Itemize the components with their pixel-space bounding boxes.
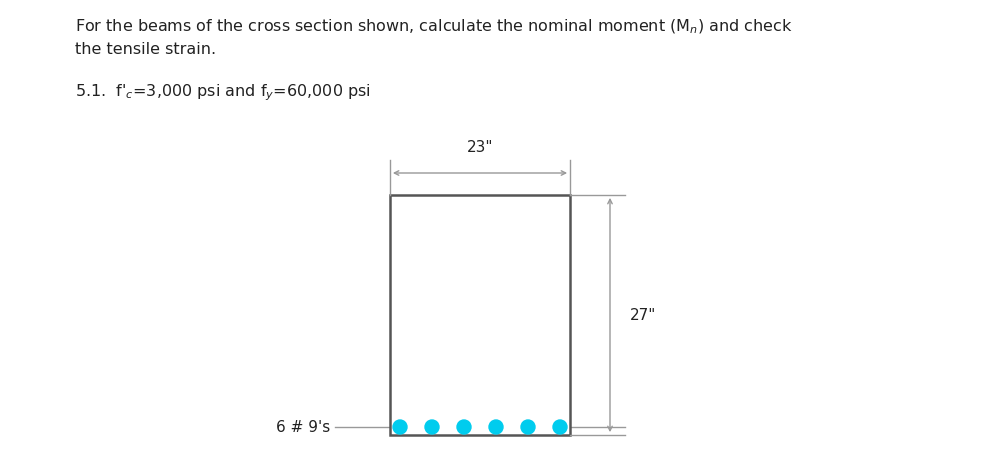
Text: 23": 23" (467, 140, 494, 155)
Text: 5.1.  f$'_c$=3,000 psi and f$_y$=60,000 psi: 5.1. f$'_c$=3,000 psi and f$_y$=60,000 p… (75, 82, 371, 103)
Text: For the beams of the cross section shown, calculate the nominal moment (M$_n$) a: For the beams of the cross section shown… (75, 18, 793, 36)
Circle shape (393, 420, 407, 434)
Text: the tensile strain.: the tensile strain. (75, 42, 216, 57)
Circle shape (489, 420, 503, 434)
Circle shape (521, 420, 535, 434)
Circle shape (553, 420, 567, 434)
Circle shape (425, 420, 439, 434)
Bar (390, 195, 570, 435)
Text: 27": 27" (630, 308, 656, 323)
Text: 6 # 9's: 6 # 9's (275, 420, 330, 435)
Circle shape (457, 420, 471, 434)
